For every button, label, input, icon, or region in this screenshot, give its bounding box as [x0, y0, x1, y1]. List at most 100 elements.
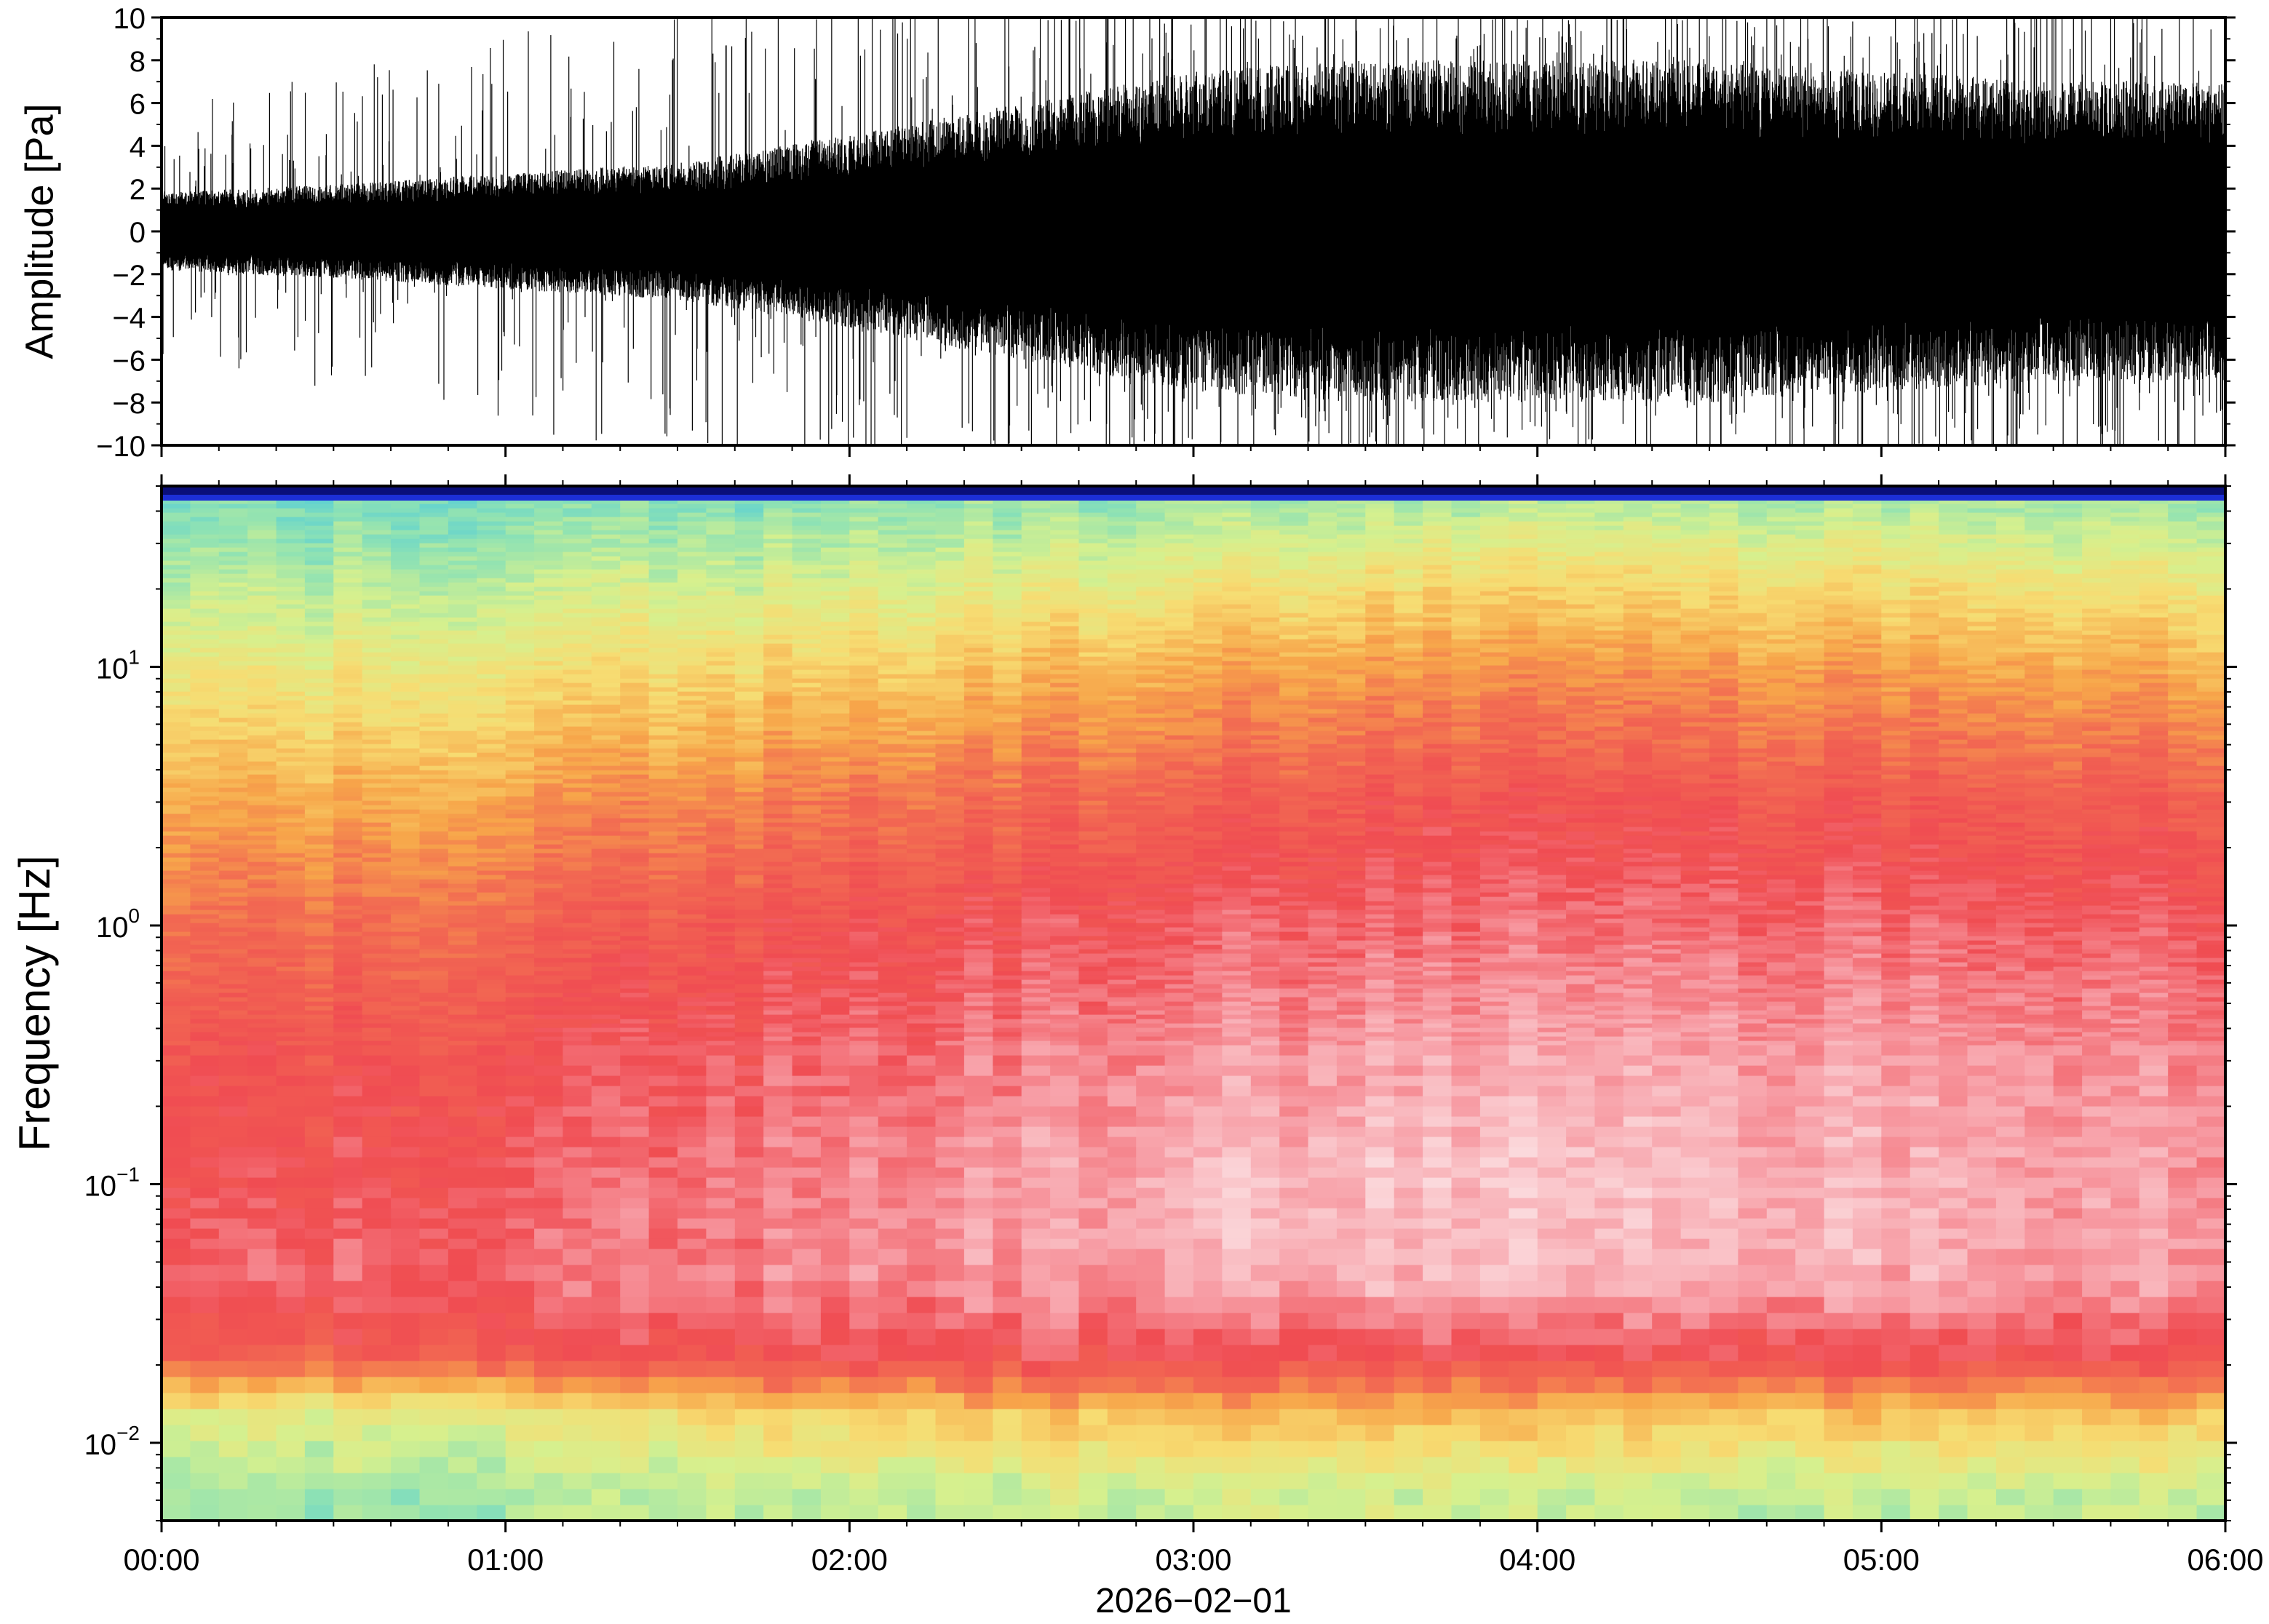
spectrogram-cell — [162, 861, 191, 867]
spectrogram-cell — [591, 958, 621, 963]
spectrogram-cell — [563, 1505, 592, 1521]
spectrogram-cell — [448, 774, 478, 779]
spectrogram-cell — [706, 1218, 736, 1229]
spectrogram-cell — [218, 971, 248, 976]
spectrogram-cell — [734, 875, 764, 880]
spectrogram-cell — [849, 1137, 879, 1147]
spectrogram-cell — [763, 630, 793, 635]
spectrogram-cell — [935, 931, 965, 936]
spectrogram-cell — [190, 1425, 220, 1441]
spectrogram-cell — [276, 944, 306, 950]
spectrogram-cell — [534, 892, 564, 897]
spectrogram-cell — [276, 923, 306, 928]
spectrogram-cell — [648, 748, 678, 753]
spectrogram-cell — [362, 735, 392, 740]
spectrogram-cell — [878, 556, 907, 561]
spectrogram-cell — [276, 1055, 306, 1066]
spectrogram-cell — [419, 857, 449, 862]
spectrogram-cell — [419, 739, 449, 744]
spectrogram-cell — [935, 1228, 965, 1239]
spectrogram-cell — [304, 595, 335, 600]
spectrogram-cell — [734, 940, 764, 945]
spectrogram-cell — [677, 831, 707, 836]
spectrogram-cell — [448, 1010, 478, 1015]
spectrogram-cell — [247, 569, 277, 574]
spectrogram-cell — [620, 923, 650, 928]
spectrogram-cell — [620, 530, 650, 535]
spectrogram-cell — [563, 875, 592, 880]
spectrogram-cell — [419, 1167, 449, 1178]
spectrogram-cell — [591, 600, 621, 605]
spectrogram-cell — [362, 1361, 392, 1377]
spectrogram-cell — [907, 1228, 937, 1239]
spectrogram-cell — [620, 1441, 650, 1457]
spectrogram-cell — [878, 604, 907, 609]
spectrogram-cell — [247, 875, 277, 880]
spectrogram-cell — [677, 1218, 707, 1229]
spectrogram-cell — [419, 896, 449, 901]
spectrogram-cell — [763, 1137, 793, 1147]
spectrogram-cell — [792, 975, 822, 980]
spectrogram-cell — [563, 809, 592, 814]
spectrogram-cell — [734, 1045, 764, 1056]
spectrogram-cell — [563, 1036, 592, 1041]
spectrogram-cell — [247, 848, 277, 853]
spectrogram-cell — [963, 979, 994, 984]
spectrogram-cell — [448, 992, 478, 998]
spectrogram-cell — [304, 1116, 335, 1127]
spectrogram-cell — [419, 1345, 449, 1361]
spectrogram-cell — [763, 905, 793, 910]
spectrogram-cell — [677, 547, 707, 552]
spectrogram-cell — [162, 835, 191, 840]
spectrogram-cell — [505, 892, 535, 897]
spectrogram-cell — [648, 1027, 678, 1032]
spectrogram-cell — [419, 1441, 449, 1457]
spectrogram-cell — [276, 984, 306, 989]
spectrogram-cell — [534, 958, 564, 963]
spectrogram-cell — [935, 517, 965, 522]
spectrogram-cell — [563, 639, 592, 644]
spectrogram-cell — [792, 835, 822, 840]
spectrogram-cell — [820, 656, 851, 661]
spectrogram-cell — [648, 879, 678, 884]
spectrogram-cell — [276, 901, 306, 906]
spectrogram-cell — [448, 1393, 478, 1409]
spectrogram-cell — [935, 787, 965, 792]
spectrogram-cell — [419, 1065, 449, 1076]
spectrogram-cell — [534, 835, 564, 840]
spectrogram-cell — [563, 634, 592, 640]
spectrogram-cell — [448, 748, 478, 753]
spectrogram-cell — [648, 918, 678, 923]
spectrogram-cell — [477, 844, 506, 849]
spectrogram-cell — [935, 992, 965, 998]
spectrogram-cell — [963, 578, 994, 583]
spectrogram-cell — [591, 822, 621, 827]
spectrogram-cell — [706, 835, 736, 840]
spectrogram-cell — [247, 1019, 277, 1024]
spectrogram-cell — [792, 517, 822, 522]
spectrogram-cell — [963, 656, 994, 661]
spectrogram-cell — [218, 543, 248, 548]
spectrogram-cell — [534, 905, 564, 910]
spectrogram-cell — [276, 857, 306, 862]
spectrogram-cell — [820, 1106, 851, 1117]
spectrogram-cell — [304, 652, 335, 657]
spectrogram-cell — [534, 517, 564, 522]
spectrogram-cell — [391, 840, 421, 845]
spectrogram-cell — [792, 678, 822, 683]
spectrogram-cell — [935, 639, 965, 644]
spectrogram-cell — [419, 1055, 449, 1066]
spectrogram-cell — [677, 800, 707, 805]
spectrogram-cell — [763, 744, 793, 749]
spectrogram-cell — [878, 600, 907, 605]
spectrogram-cell — [218, 1409, 248, 1425]
spectrogram-cell — [820, 1126, 851, 1137]
spectrogram-cell — [276, 1198, 306, 1209]
spectrogram-cell — [677, 1006, 707, 1011]
spectrogram-cell — [247, 975, 277, 980]
spectrogram-cell — [362, 870, 392, 875]
spectrogram-cell — [820, 1157, 851, 1168]
spectrogram-cell — [963, 608, 994, 613]
spectrogram-cell — [993, 879, 1022, 884]
spectrogram-cell — [162, 556, 191, 561]
